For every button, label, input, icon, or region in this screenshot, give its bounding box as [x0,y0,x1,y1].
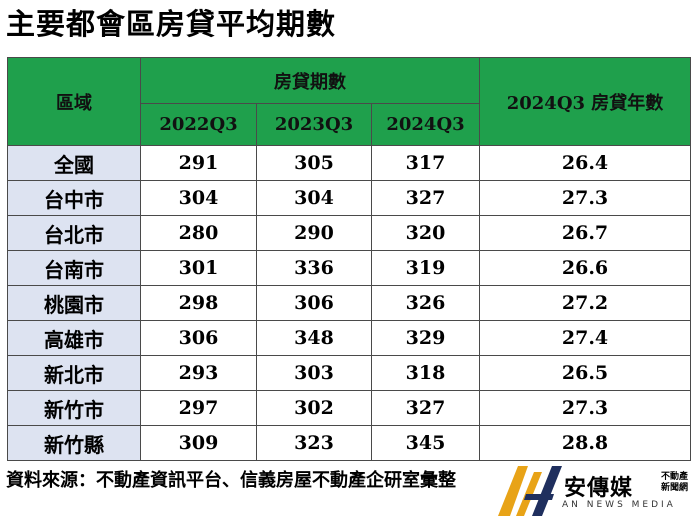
row-years-2024q3: 26.6 [479,250,692,286]
source-note: 資料來源：不動產資訊平台、信義房屋不動產企研室彙整 [6,470,456,491]
row-area-name: 桃園市 [7,285,141,321]
row-term-2022q3: 293 [140,355,257,391]
row-term-2022q3: 301 [140,250,257,286]
row-term-2024q3: 319 [370,250,481,286]
row-years-2024q3: 27.3 [479,390,692,426]
row-term-2024q3: 318 [370,355,481,391]
row-term-2022q3: 304 [140,180,257,216]
row-term-2024q3: 329 [370,320,481,356]
table-row: 新竹縣 309 323 345 28.8 [7,425,692,461]
row-years-2024q3: 27.2 [479,285,692,321]
row-term-2024q3: 320 [370,215,481,251]
row-term-2023q3: 348 [256,320,372,356]
row-years-2024q3: 27.3 [479,180,692,216]
table-row: 台北市 280 290 320 26.7 [7,215,692,251]
brand-name: 安傳媒 [564,476,634,501]
brand-logo: 安傳媒 不動產新聞網 AN NEWS MEDIA [498,462,694,520]
row-term-2024q3: 327 [370,180,481,216]
page-title: 主要都會區房貸平均期數 [6,7,337,41]
table-row: 台中市 304 304 327 27.3 [7,180,692,216]
row-term-2023q3: 302 [256,390,372,426]
row-term-2024q3: 326 [370,285,481,321]
column-header-2024q3: 2024Q3 [370,103,481,146]
mortgage-term-table: 區域 房貸期數 2024Q3 房貸年數 2022Q3 2023Q3 2024Q3… [7,57,692,461]
row-term-2023q3: 304 [256,180,372,216]
row-term-2022q3: 291 [140,145,257,181]
row-area-name: 全國 [7,145,141,181]
row-area-name: 新竹縣 [7,425,141,461]
row-area-name: 高雄市 [7,320,141,356]
row-area-name: 台中市 [7,180,141,216]
table-row: 桃園市 298 306 326 27.2 [7,285,692,321]
row-area-name: 台北市 [7,215,141,251]
row-term-2023q3: 323 [256,425,372,461]
brand-logo-mark-icon [498,466,562,516]
row-years-2024q3: 26.5 [479,355,692,391]
row-term-2024q3: 317 [370,145,481,181]
row-term-2023q3: 336 [256,250,372,286]
row-years-2024q3: 26.4 [479,145,692,181]
row-term-2022q3: 309 [140,425,257,461]
column-header-2022q3: 2022Q3 [140,103,257,146]
table-row: 全國 291 305 317 26.4 [7,145,692,181]
row-years-2024q3: 26.7 [479,215,692,251]
row-term-2022q3: 298 [140,285,257,321]
row-term-2022q3: 306 [140,320,257,356]
row-term-2024q3: 327 [370,390,481,426]
brand-tagline: 不動產新聞網 [661,472,689,493]
row-term-2024q3: 345 [370,425,481,461]
table-row: 新北市 293 303 318 26.5 [7,355,692,391]
row-term-2023q3: 303 [256,355,372,391]
row-area-name: 新北市 [7,355,141,391]
table-row: 台南市 301 336 319 26.6 [7,250,692,286]
row-term-2023q3: 306 [256,285,372,321]
table-row: 高雄市 306 348 329 27.4 [7,320,692,356]
brand-english: AN NEWS MEDIA [562,500,676,510]
column-header-area: 區域 [7,57,141,146]
column-header-term-group: 房貸期數 [139,57,481,104]
table-row: 新竹市 297 302 327 27.3 [7,390,692,426]
column-header-2023q3: 2023Q3 [256,103,372,146]
row-term-2022q3: 280 [140,215,257,251]
column-header-years: 2024Q3 房貸年數 [479,57,692,146]
row-years-2024q3: 27.4 [479,320,692,356]
row-years-2024q3: 28.8 [479,425,692,461]
row-area-name: 新竹市 [7,390,141,426]
row-term-2022q3: 297 [140,390,257,426]
table-body: 全國 291 305 317 26.4 台中市 304 304 327 27.3 台北市 280 290… [7,145,692,461]
row-area-name: 台南市 [7,250,141,286]
row-term-2023q3: 305 [256,145,372,181]
row-term-2023q3: 290 [256,215,372,251]
